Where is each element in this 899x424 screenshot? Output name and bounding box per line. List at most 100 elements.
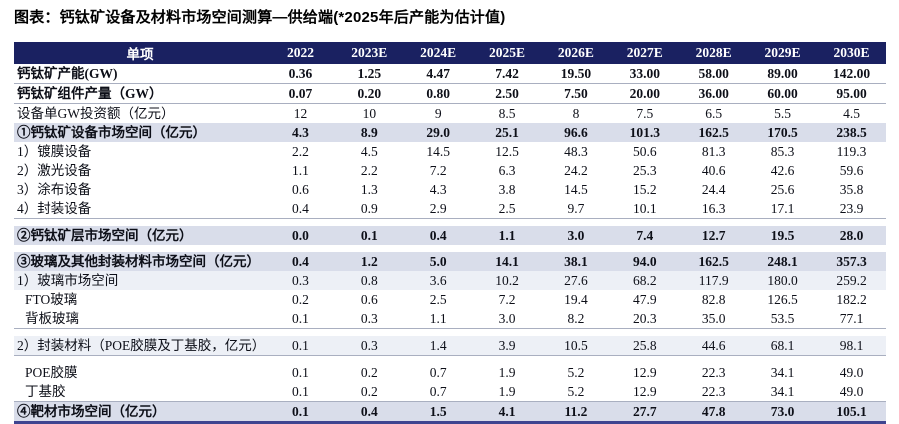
value-cell: 48.3	[564, 143, 588, 159]
value-cell: 0.8	[334, 271, 404, 290]
value-cell: 38.1	[541, 252, 611, 271]
value-cell: 89.00	[748, 64, 817, 84]
row-label: 设备单GW投资额（亿元）	[17, 105, 175, 121]
value-cell: 59.6	[839, 162, 864, 178]
value-cell: 3.8	[498, 181, 516, 197]
value-cell: 6.5	[705, 105, 723, 121]
value-cell: 0.0	[266, 226, 335, 245]
value-cell: 170.5	[748, 123, 817, 142]
row-label: 钙钛矿组件产量（GW）	[14, 83, 266, 104]
value-cell: 1.9	[472, 382, 542, 402]
value-cell: 142.00	[817, 64, 886, 84]
figure-title: 图表：钙钛矿设备及材料市场空间测算—供给端(*2025年后产能为估计值)	[14, 9, 506, 26]
value-cell: 4.5	[360, 143, 378, 159]
value-cell: 10.1	[610, 199, 680, 219]
table-body: 钙钛矿产能(GW) 0.36 1.25 4.47 7.42 19.50 33.00 58.00…	[14, 64, 886, 423]
value-cell: 9.7	[541, 199, 611, 219]
row-label: ④靶材市场空间（亿元）	[14, 401, 266, 423]
table-row: 2）激光设备 1.1 2.2 7.2 6.3 24.2 25.3 40.6 42.6 59.6	[14, 161, 886, 180]
table-row: 丁基胶 0.1 0.2 0.7 1.9 5.2 12.9 22.3 34.1 49.0	[14, 382, 886, 402]
value-cell: 3.0	[541, 226, 611, 245]
value-cell: 10.5	[541, 336, 611, 356]
value-cell: 68.2	[610, 271, 680, 290]
value-cell: 77.1	[817, 309, 886, 329]
value-cell: 29.0	[403, 123, 473, 142]
value-cell: 4.3	[266, 123, 335, 142]
value-cell: 19.4	[564, 291, 588, 307]
value-cell: 180.0	[748, 271, 817, 290]
value-cell: 49.0	[839, 364, 864, 380]
value-cell: 42.6	[770, 162, 795, 178]
value-cell: 0.2	[360, 364, 378, 380]
value-cell: 4.5	[843, 105, 860, 121]
value-cell: 34.1	[748, 382, 817, 402]
value-cell: 58.00	[679, 64, 749, 84]
value-cell: 0.07	[266, 83, 335, 104]
value-cell: 0.9	[334, 199, 404, 219]
value-cell: 1.1	[472, 226, 542, 245]
year-column-header: 2024E	[403, 42, 473, 64]
value-cell: 7.2	[429, 162, 447, 178]
value-cell: 126.5	[767, 291, 798, 307]
row-label: ②钙钛矿层市场空间（亿元）	[14, 226, 266, 245]
value-cell: 22.3	[701, 364, 726, 380]
row-gap-spacer	[14, 328, 886, 336]
row-label: 钙钛矿产能(GW)	[14, 64, 266, 84]
value-cell: 0.1	[266, 309, 335, 329]
value-cell: 1.1	[403, 309, 473, 329]
value-cell: 23.9	[817, 199, 886, 219]
value-cell: 2.2	[360, 162, 378, 178]
value-cell: 12.7	[679, 226, 749, 245]
value-cell: 1.2	[334, 252, 404, 271]
value-cell: 182.2	[836, 291, 867, 307]
year-column-header: 2030E	[817, 42, 886, 64]
value-cell: 0.4	[266, 199, 335, 219]
row-gap-spacer	[14, 245, 886, 252]
value-cell: 98.1	[817, 336, 886, 356]
value-cell: 95.00	[817, 83, 886, 104]
value-cell: 35.8	[839, 181, 864, 197]
value-cell: 35.0	[679, 309, 749, 329]
value-cell: 3.6	[403, 271, 473, 290]
table-row: FTO玻璃 0.2 0.6 2.5 7.2 19.4 47.9 82.8 126.5 182.2	[14, 290, 886, 309]
value-cell: 49.0	[817, 382, 886, 402]
value-cell: 6.3	[498, 162, 516, 178]
value-cell: 0.4	[266, 252, 335, 271]
table-row: ①钙钛矿设备市场空间（亿元） 4.3 8.9 29.0 25.1 96.6 101.3 162…	[14, 123, 886, 142]
value-cell: 36.00	[679, 83, 749, 104]
header-row: 单项 2022 2023E 2024E 2025E 2026E 2027E 2028E 2029…	[14, 42, 886, 64]
row-label: ③玻璃及其他封装材料市场空间（亿元）	[14, 252, 266, 271]
value-cell: 9	[434, 105, 442, 121]
table-row: 4）封装设备 0.4 0.9 2.9 2.5 9.7 10.1 16.3 17.1 23.9	[14, 199, 886, 219]
value-cell: 0.1	[266, 336, 335, 356]
value-cell: 7.5	[636, 105, 654, 121]
value-cell: 0.2	[292, 291, 309, 307]
row-label: 背板玻璃	[14, 309, 266, 329]
row-gap-spacer	[14, 218, 886, 226]
value-cell: 94.0	[610, 252, 680, 271]
table-row: ④靶材市场空间（亿元） 0.1 0.4 1.5 4.1 11.2 27.7 47.8 73.0 1…	[14, 401, 886, 423]
value-cell: 53.5	[748, 309, 817, 329]
row-label: 2）封装材料（POE胶膜及丁基胶，亿元）	[14, 336, 266, 356]
value-cell: 5.2	[567, 364, 585, 380]
value-cell: 0.6	[360, 291, 378, 307]
value-cell: 20.3	[610, 309, 680, 329]
value-cell: 0.4	[403, 226, 473, 245]
row-label: 1）镀膜设备	[17, 143, 92, 159]
table-row: 1）玻璃市场空间 0.3 0.8 3.6 10.2 27.6 68.2 117.9 180.0 2…	[14, 271, 886, 290]
value-cell: 27.7	[610, 401, 680, 423]
value-cell: 162.5	[679, 252, 749, 271]
value-cell: 25.6	[770, 181, 795, 197]
value-cell: 259.2	[817, 271, 886, 290]
value-cell: 0.3	[334, 336, 404, 356]
row-label: 2）激光设备	[17, 162, 92, 178]
table-row: 1）镀膜设备 2.2 4.5 14.5 12.5 48.3 50.6 81.3 85.3 119.…	[14, 142, 886, 161]
table-row: 2）封装材料（POE胶膜及丁基胶，亿元） 0.1 0.3 1.4 3.9 10.5 25.8…	[14, 336, 886, 356]
value-cell: 1.9	[498, 364, 516, 380]
value-cell: 68.1	[748, 336, 817, 356]
row-label: 4）封装设备	[14, 199, 266, 219]
value-cell: 27.6	[541, 271, 611, 290]
value-cell: 5.5	[774, 105, 791, 121]
value-cell: 14.5	[426, 143, 450, 159]
value-cell: 12.5	[495, 143, 519, 159]
